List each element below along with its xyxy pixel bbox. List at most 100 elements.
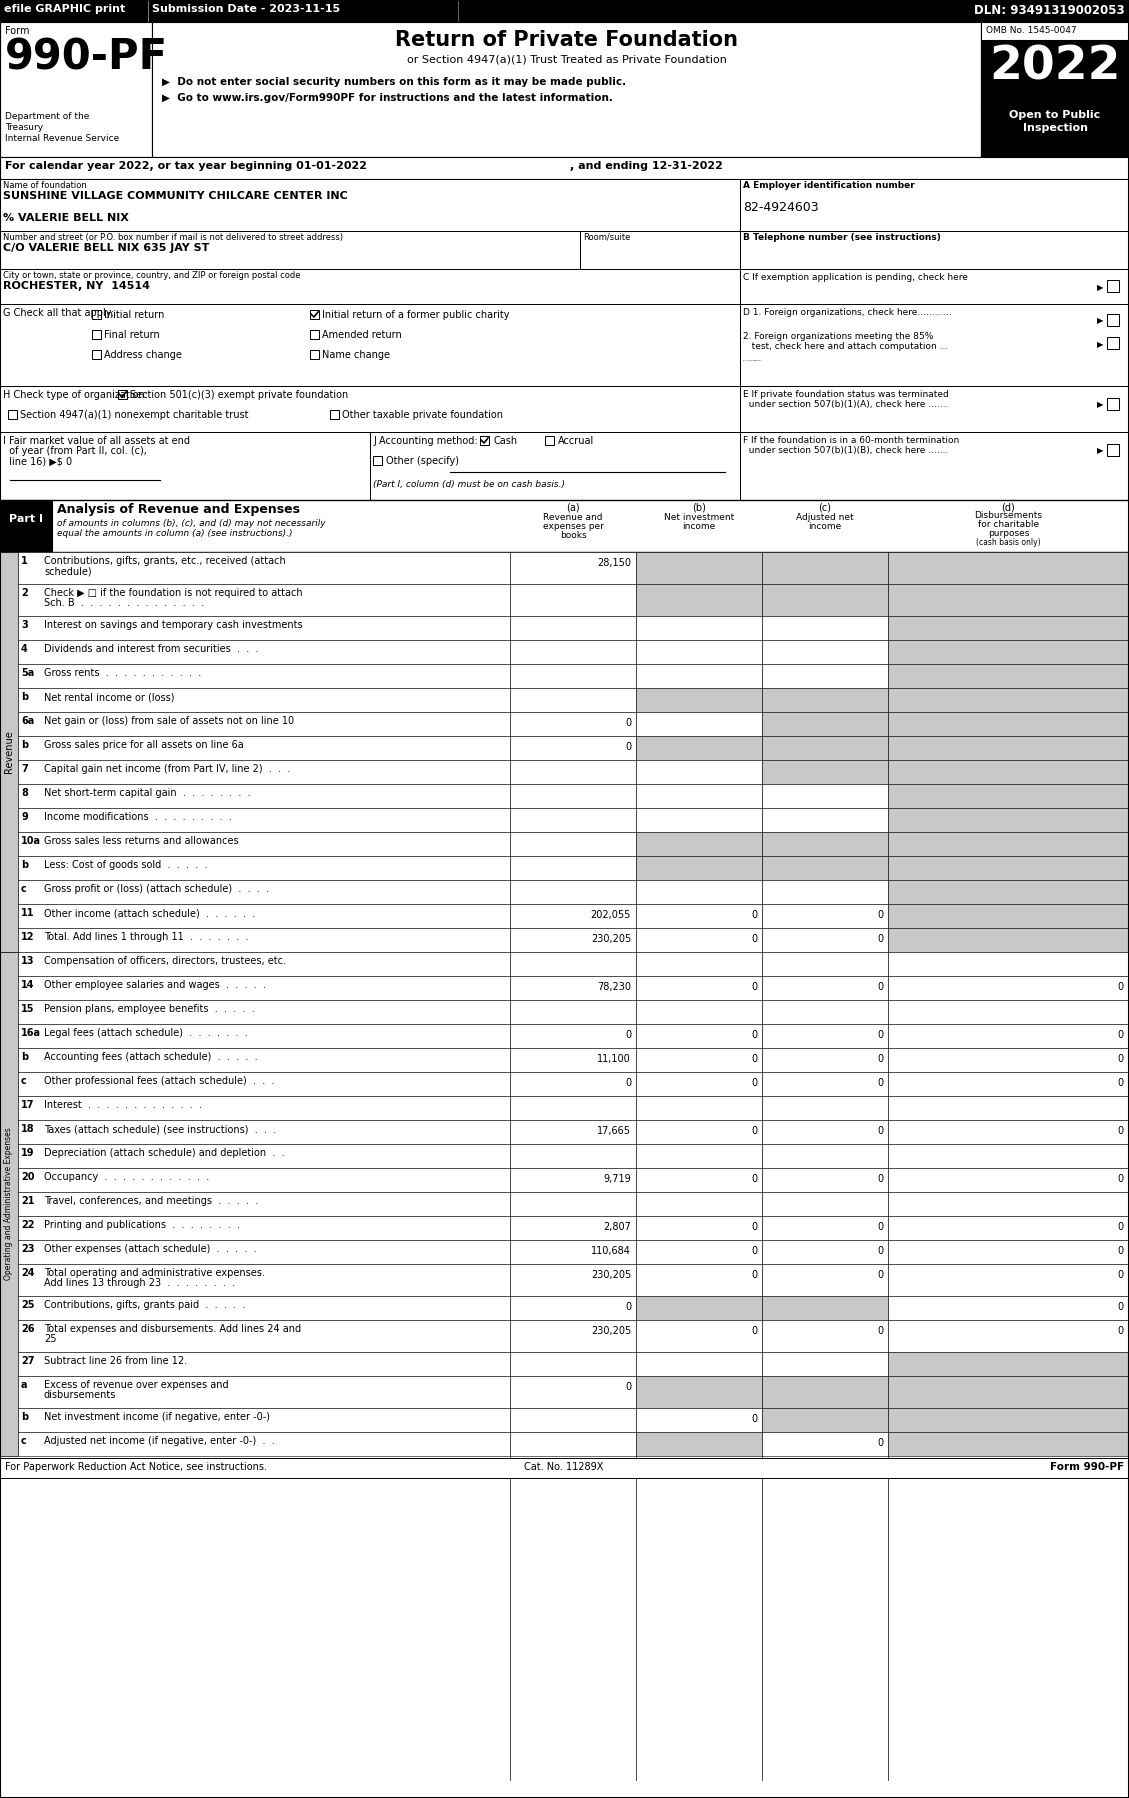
Bar xyxy=(762,640,889,663)
Bar xyxy=(510,761,636,784)
Bar xyxy=(636,904,762,928)
Bar xyxy=(762,1048,889,1072)
Bar xyxy=(636,552,762,584)
Text: efile GRAPHIC print: efile GRAPHIC print xyxy=(5,4,125,14)
Bar xyxy=(510,1408,636,1431)
Bar xyxy=(0,270,739,304)
Bar xyxy=(889,807,1129,832)
Text: Other taxable private foundation: Other taxable private foundation xyxy=(342,410,504,421)
Text: (cash basis only): (cash basis only) xyxy=(977,538,1041,547)
Bar xyxy=(889,689,1129,712)
Text: ▶: ▶ xyxy=(1097,282,1103,291)
Bar xyxy=(510,976,636,1000)
Text: Adjusted net: Adjusted net xyxy=(796,512,854,521)
Bar xyxy=(18,1215,510,1241)
Text: 3: 3 xyxy=(21,620,28,629)
Bar xyxy=(510,1352,636,1375)
Bar xyxy=(889,856,1129,879)
Text: purposes: purposes xyxy=(988,529,1030,538)
Text: of year (from Part II, col. (c),: of year (from Part II, col. (c), xyxy=(3,446,147,457)
Bar xyxy=(636,1241,762,1264)
Bar xyxy=(636,784,762,807)
Bar xyxy=(889,1192,1129,1215)
Text: 0: 0 xyxy=(751,1054,758,1064)
Bar xyxy=(1108,397,1119,410)
Bar xyxy=(510,1048,636,1072)
Text: 990-PF: 990-PF xyxy=(5,36,168,77)
Bar xyxy=(18,1000,510,1025)
Bar xyxy=(636,584,762,617)
Text: 0: 0 xyxy=(751,1126,758,1136)
Bar xyxy=(18,735,510,761)
Text: 9: 9 xyxy=(21,813,28,822)
Bar xyxy=(739,270,1129,304)
Text: Net gain or (loss) from sale of assets not on line 10: Net gain or (loss) from sale of assets n… xyxy=(44,716,295,726)
Text: 0: 0 xyxy=(751,1325,758,1336)
Bar xyxy=(510,1431,636,1456)
Text: 0: 0 xyxy=(1118,982,1124,992)
Bar xyxy=(510,832,636,856)
Text: 26: 26 xyxy=(21,1323,35,1334)
Bar xyxy=(636,640,762,663)
Text: 110,684: 110,684 xyxy=(592,1246,631,1257)
Bar xyxy=(510,904,636,928)
Text: I Fair market value of all assets at end: I Fair market value of all assets at end xyxy=(3,435,190,446)
Text: Travel, conferences, and meetings  .  .  .  .  .: Travel, conferences, and meetings . . . … xyxy=(44,1196,259,1206)
Bar xyxy=(0,180,739,230)
Text: 0: 0 xyxy=(751,1030,758,1039)
Text: Revenue: Revenue xyxy=(5,730,14,773)
Text: 82-4924603: 82-4924603 xyxy=(743,201,819,214)
Text: ▶: ▶ xyxy=(1097,340,1103,349)
Bar xyxy=(510,856,636,879)
Bar xyxy=(762,856,889,879)
Bar xyxy=(18,1192,510,1215)
Text: 0: 0 xyxy=(1118,1246,1124,1257)
Text: 11: 11 xyxy=(21,908,35,919)
Text: F If the foundation is in a 60-month termination: F If the foundation is in a 60-month ter… xyxy=(743,435,960,444)
Text: Cash: Cash xyxy=(493,435,517,446)
Text: Other income (attach schedule)  .  .  .  .  .  .: Other income (attach schedule) . . . . .… xyxy=(44,908,255,919)
Bar xyxy=(739,387,1129,432)
Bar xyxy=(762,735,889,761)
Bar xyxy=(762,951,889,976)
Text: J Accounting method:: J Accounting method: xyxy=(373,435,478,446)
Text: Cat. No. 11289X: Cat. No. 11289X xyxy=(524,1462,604,1473)
Text: Room/suite: Room/suite xyxy=(583,234,630,243)
Text: 21: 21 xyxy=(21,1196,35,1206)
Bar xyxy=(636,1072,762,1097)
Text: Treasury: Treasury xyxy=(5,122,43,131)
Bar xyxy=(510,552,636,584)
Bar xyxy=(636,1025,762,1048)
Text: , and ending 12-31-2022: , and ending 12-31-2022 xyxy=(570,162,723,171)
Text: Taxes (attach schedule) (see instructions)  .  .  .: Taxes (attach schedule) (see instruction… xyxy=(44,1124,277,1135)
Bar xyxy=(739,230,1129,270)
Bar xyxy=(889,951,1129,976)
Text: D 1. Foreign organizations, check here............: D 1. Foreign organizations, check here..… xyxy=(743,307,952,316)
Bar xyxy=(762,807,889,832)
Bar xyxy=(510,1000,636,1025)
Bar xyxy=(889,832,1129,856)
Text: under section 507(b)(1)(A), check here .......: under section 507(b)(1)(A), check here .… xyxy=(743,399,948,408)
Text: C/O VALERIE BELL NIX 635 JAY ST: C/O VALERIE BELL NIX 635 JAY ST xyxy=(3,243,209,254)
Text: Address change: Address change xyxy=(104,351,182,360)
Bar xyxy=(889,1048,1129,1072)
Text: of amounts in columns (b), (c), and (d) may not necessarily: of amounts in columns (b), (c), and (d) … xyxy=(56,520,325,529)
Text: c: c xyxy=(21,1437,27,1446)
Bar xyxy=(762,1192,889,1215)
Text: 0: 0 xyxy=(751,1269,758,1280)
Bar xyxy=(636,1215,762,1241)
Bar xyxy=(762,584,889,617)
Bar xyxy=(636,1408,762,1431)
Bar xyxy=(510,1025,636,1048)
Text: Total expenses and disbursements. Add lines 24 and: Total expenses and disbursements. Add li… xyxy=(44,1323,301,1334)
Bar xyxy=(370,432,739,500)
Bar xyxy=(510,879,636,904)
Bar xyxy=(510,928,636,951)
Text: Net investment: Net investment xyxy=(664,512,734,521)
Bar xyxy=(762,1296,889,1320)
Bar xyxy=(636,1296,762,1320)
Text: 0: 0 xyxy=(877,910,883,921)
Text: 0: 0 xyxy=(1118,1030,1124,1039)
Text: expenses per: expenses per xyxy=(543,521,603,530)
Text: Gross sales price for all assets on line 6a: Gross sales price for all assets on line… xyxy=(44,741,244,750)
